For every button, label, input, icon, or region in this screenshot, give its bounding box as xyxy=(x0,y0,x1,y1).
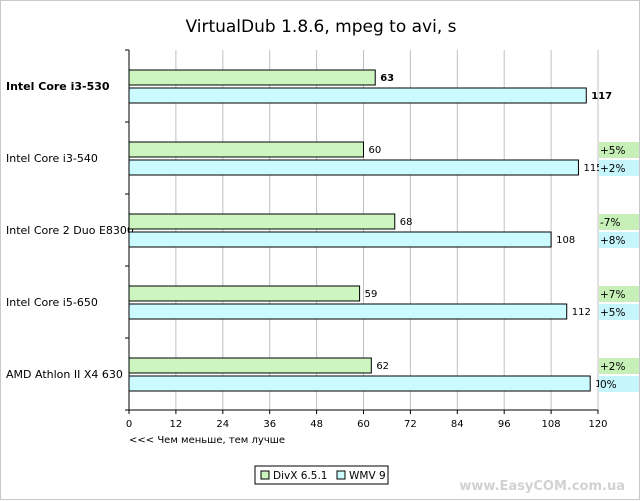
x-tick-label: 120 xyxy=(588,419,607,430)
delta-badge xyxy=(599,286,639,302)
bar xyxy=(128,141,364,158)
x-tick-label: 12 xyxy=(170,419,183,430)
plot-area: 0 12 24 36 48 60 72 84 96 108 120 Intel Core i3-530… xyxy=(6,49,639,446)
delta-badge xyxy=(599,304,639,320)
x-tick-label: 60 xyxy=(357,419,370,430)
bar xyxy=(128,303,568,320)
bar xyxy=(128,285,361,302)
chart-title: VirtualDub 1.8.6, mpeg to avi, s xyxy=(185,17,456,37)
x-tick-label: 48 xyxy=(310,419,323,430)
delta-badge xyxy=(599,214,639,230)
category-label: Intel Core i3-530 xyxy=(6,80,110,93)
delta-badge xyxy=(599,376,639,392)
bar xyxy=(128,231,552,248)
category-label: Intel Core i3-540 xyxy=(6,152,98,165)
data-label: 63 xyxy=(380,73,394,84)
legend-swatch xyxy=(260,470,270,480)
legend-box xyxy=(254,465,389,485)
data-label: 59 xyxy=(365,289,378,300)
delta-label: 0% xyxy=(600,379,617,391)
bar xyxy=(128,87,587,104)
bar xyxy=(128,357,372,374)
data-label: 112 xyxy=(572,307,591,318)
x-tick-label: 108 xyxy=(542,419,561,430)
data-label: 60 xyxy=(369,145,382,156)
delta-badge xyxy=(599,358,639,374)
bar xyxy=(128,159,579,176)
delta-label: +2% xyxy=(600,163,625,175)
x-tick-label: 96 xyxy=(498,419,511,430)
legend-swatch xyxy=(336,470,346,480)
legend-entry: DivX 6.5.1 xyxy=(273,470,327,482)
axis-note: <<< Чем меньше, тем лучше xyxy=(129,435,285,446)
delta-label: +2% xyxy=(600,361,625,373)
x-tick-label: 72 xyxy=(404,419,417,430)
data-label: 117 xyxy=(591,91,612,102)
data-label: 62 xyxy=(376,361,389,372)
bar xyxy=(128,375,591,392)
bar xyxy=(128,213,396,230)
delta-label: +5% xyxy=(600,145,625,157)
delta-badge xyxy=(599,232,639,248)
x-tick-label: 24 xyxy=(216,419,229,430)
watermark: www.EasyCOM.com.ua xyxy=(459,479,625,494)
legend: DivX 6.5.1 WMV 9 xyxy=(254,465,389,485)
delta-label: +7% xyxy=(600,289,625,301)
legend-entry: WMV 9 xyxy=(349,470,386,482)
delta-label: +5% xyxy=(600,307,625,319)
x-tick-label: 84 xyxy=(451,419,464,430)
delta-label: -7% xyxy=(600,217,620,229)
x-tick-label: 36 xyxy=(263,419,276,430)
delta-badge xyxy=(599,160,639,176)
bar xyxy=(128,69,376,86)
category-label: Intel Core 2 Duo E8300 xyxy=(6,224,134,237)
data-label: 68 xyxy=(400,217,413,228)
data-label: 115 xyxy=(583,163,602,174)
x-tick-label: 0 xyxy=(126,419,132,430)
delta-badge xyxy=(599,142,639,158)
delta-label: +8% xyxy=(600,235,625,247)
category-label: AMD Athlon II X4 630 xyxy=(6,368,123,381)
data-label: 108 xyxy=(556,235,575,246)
category-label: Intel Core i5-650 xyxy=(6,296,98,309)
